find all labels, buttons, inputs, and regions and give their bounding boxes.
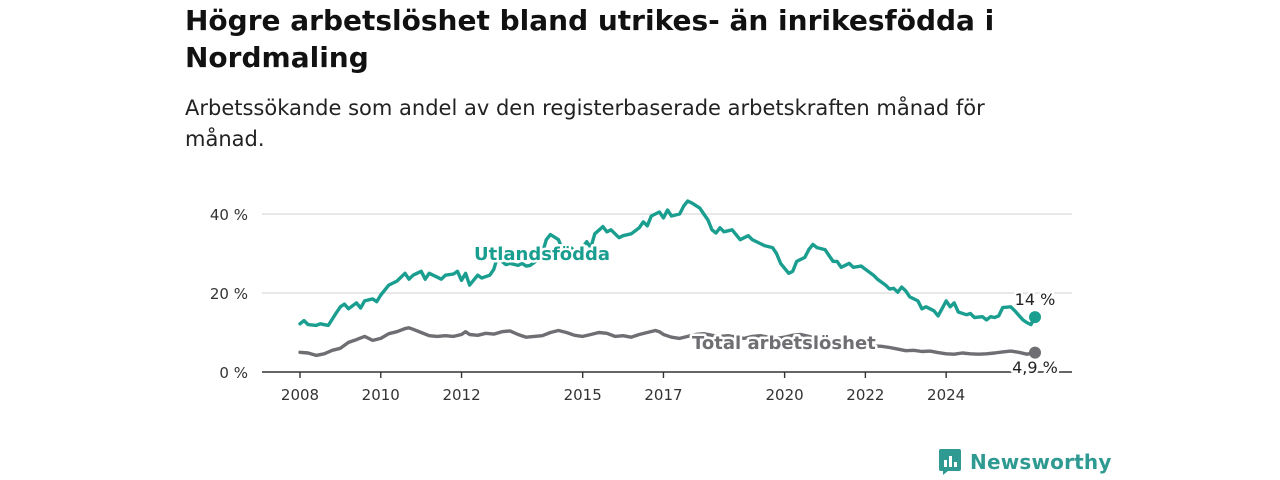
end-value-utlandsfodda: 14 %	[1015, 290, 1056, 309]
newsworthy-logo-icon	[939, 449, 961, 475]
series-labels: Utlandsfödda Total arbetslöshet 14 % 4,9 %	[472, 242, 1061, 380]
chart-title: Högre arbetslöshet bland utrikes- än inr…	[185, 4, 995, 74]
x-tick-label: 2022	[846, 386, 884, 404]
x-tick-label: 2008	[281, 386, 319, 404]
series-label-utlandsfodda: Utlandsfödda	[474, 244, 610, 265]
series-line-utlandsfodda	[298, 199, 1037, 328]
brand-logo: Newsworthy	[938, 448, 1112, 476]
line-chart: 0 % 20 % 40 % 2008 2010 2012 2015 2017 2020 2022…	[210, 199, 1072, 404]
y-tick-label: 20 %	[210, 285, 248, 303]
y-axis: 0 % 20 % 40 %	[210, 206, 248, 382]
end-point-utlandsfodda	[1029, 311, 1041, 324]
x-tick-label: 2024	[927, 386, 965, 404]
x-tick-label: 2020	[766, 386, 804, 404]
y-tick-label: 0 %	[219, 364, 248, 382]
x-tick-label: 2012	[442, 386, 480, 404]
series-line-total	[298, 326, 1037, 358]
end-point-total	[1029, 346, 1041, 359]
chart-subtitle: Arbetssökande som andel av den registerb…	[185, 96, 985, 151]
brand-name: Newsworthy	[970, 450, 1112, 474]
x-axis: 2008 2010 2012 2015 2017 2020 2022 2024	[281, 372, 965, 404]
series-label-total: Total arbetslöshet	[692, 333, 876, 354]
x-tick-label: 2010	[362, 386, 400, 404]
y-tick-label: 40 %	[210, 206, 248, 224]
x-tick-label: 2017	[644, 386, 682, 404]
x-tick-label: 2015	[564, 386, 602, 404]
series-lines	[298, 199, 1041, 359]
end-value-total: 4,9 %	[1012, 358, 1058, 377]
